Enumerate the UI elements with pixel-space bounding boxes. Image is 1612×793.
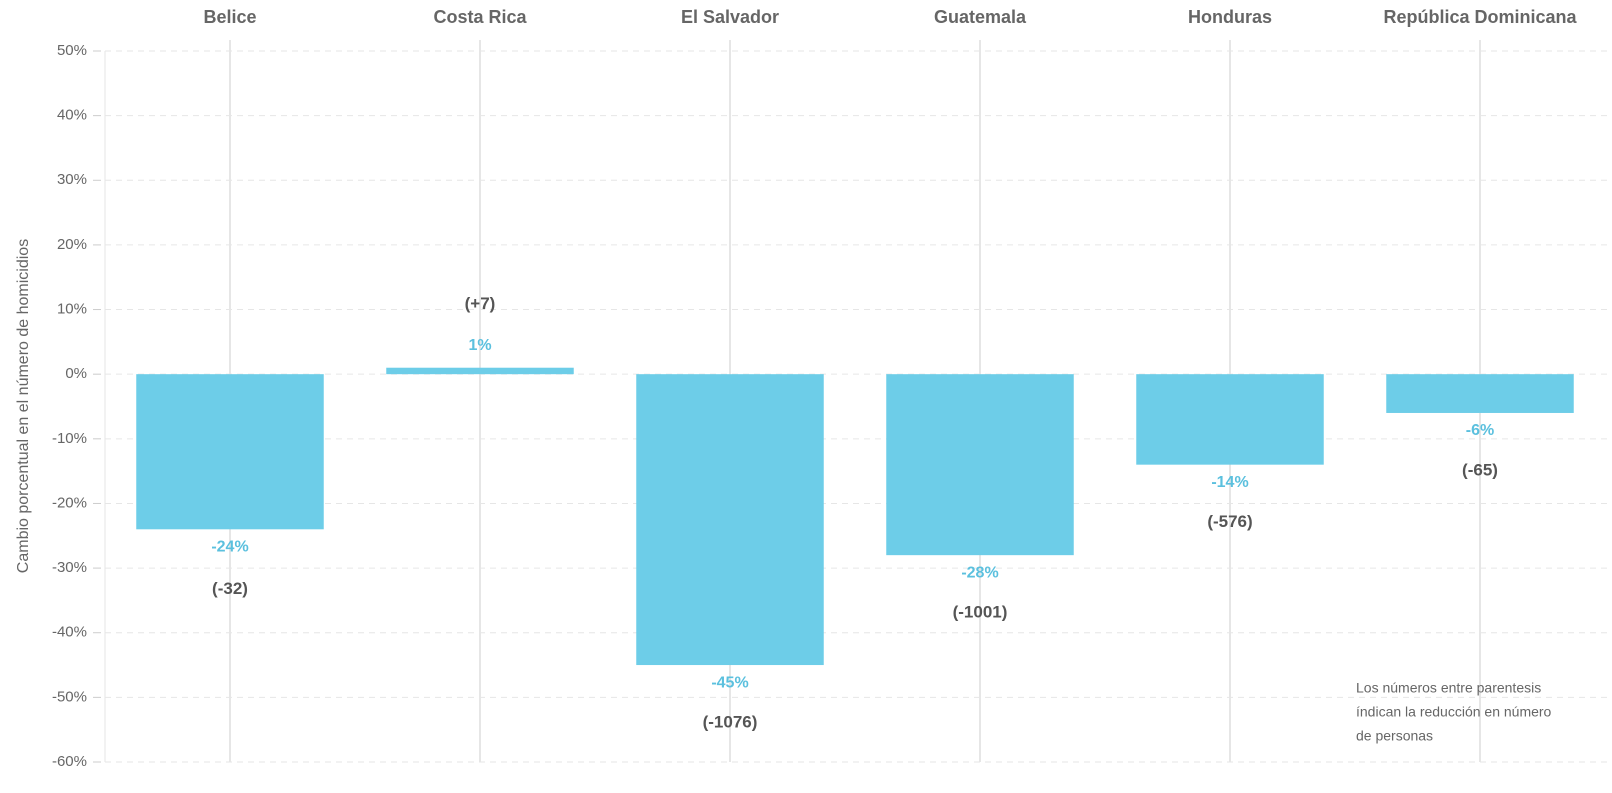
note: índican la reducción en número [1356, 704, 1552, 720]
value-label: -28% [961, 564, 998, 581]
y-tick-label: -50% [52, 688, 87, 705]
y-tick-label: 0% [65, 365, 87, 382]
y-tick-label: -10% [52, 430, 87, 447]
value-label: -14% [1211, 474, 1248, 491]
y-tick-label: -40% [52, 624, 87, 641]
note: de personas [1356, 728, 1433, 744]
value-label: -45% [711, 674, 748, 691]
y-tick-label: 40% [57, 107, 87, 124]
y-tick-label: 20% [57, 236, 87, 253]
y-axis-label: Cambio porcentual en el número de homici… [15, 239, 32, 573]
bar [136, 374, 324, 530]
bar [636, 374, 824, 666]
category-label: República Dominicana [1383, 7, 1577, 27]
category-label: Guatemala [934, 7, 1027, 27]
change-label: (-1076) [703, 713, 758, 732]
bar [1386, 374, 1574, 413]
category-label: El Salvador [681, 7, 779, 27]
y-tick-label: -20% [52, 494, 87, 511]
value-label: -24% [211, 539, 248, 556]
change-label: (+7) [465, 294, 496, 313]
category-label: Costa Rica [433, 7, 527, 27]
y-tick-label: -60% [52, 753, 87, 770]
bar [386, 367, 574, 375]
note: Los números entre parentesis [1356, 680, 1541, 696]
y-tick-label: -30% [52, 559, 87, 576]
y-tick-label: 30% [57, 171, 87, 188]
y-tick-label: 50% [57, 42, 87, 59]
bar [886, 374, 1074, 556]
change-label: (-32) [212, 579, 248, 598]
bar [1136, 374, 1324, 465]
change-label: (-576) [1207, 512, 1252, 531]
value-label: 1% [468, 337, 491, 354]
y-tick-label: 10% [57, 301, 87, 318]
change-label: (-1001) [953, 603, 1008, 622]
change-label: (-65) [1462, 460, 1498, 479]
value-label: -6% [1466, 422, 1494, 439]
category-label: Honduras [1188, 7, 1272, 27]
category-label: Belice [203, 7, 256, 27]
